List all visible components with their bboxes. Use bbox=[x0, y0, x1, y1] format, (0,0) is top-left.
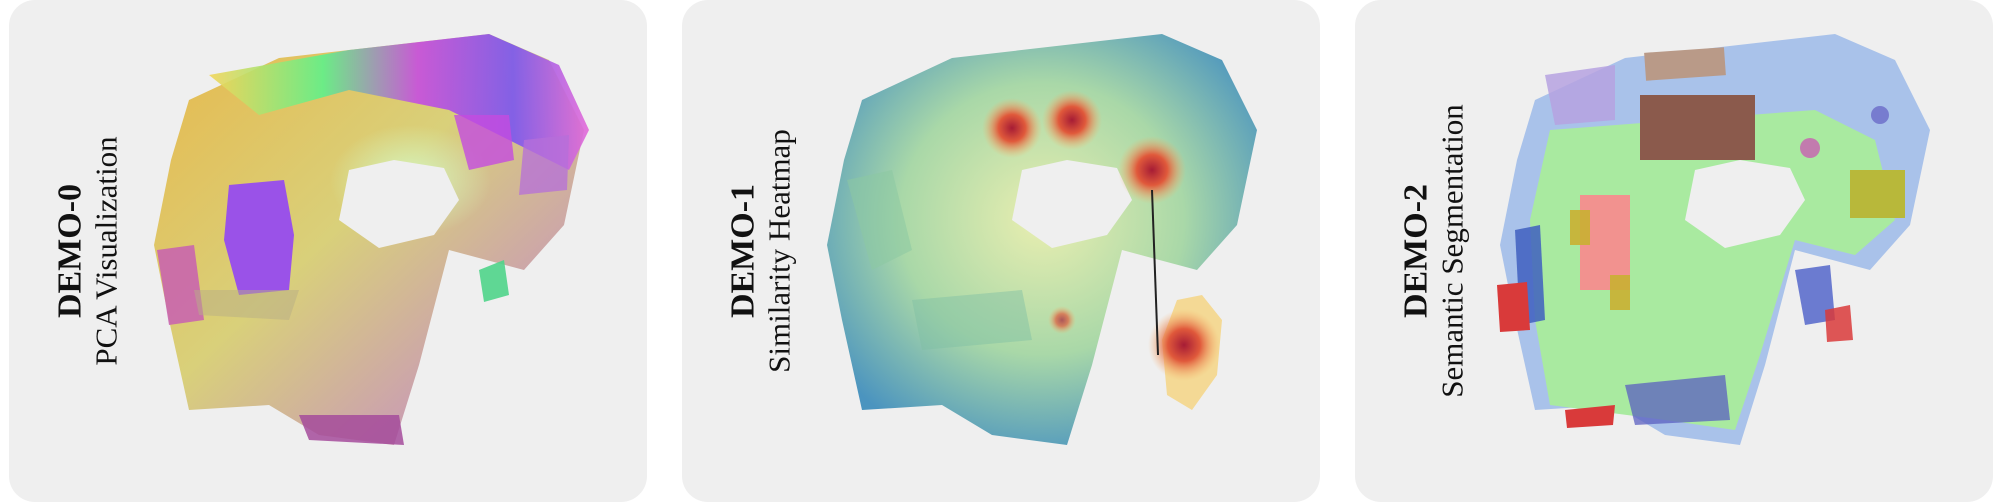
semantic-segmentation-image bbox=[1495, 20, 1975, 480]
demo-2-panel: DEMO-2 Semantic Segmentation bbox=[1355, 0, 1993, 502]
demo-1-caption: DEMO-1 Similarity Heatmap bbox=[706, 0, 816, 502]
similarity-heatmap-image bbox=[822, 20, 1302, 480]
demo-0-title: DEMO-0 bbox=[51, 183, 89, 319]
demo-2-caption: DEMO-2 Semantic Segmentation bbox=[1379, 0, 1489, 502]
pca-visualization-image bbox=[149, 20, 629, 480]
demo-0-caption: DEMO-0 PCA Visualization bbox=[33, 0, 143, 502]
demo-2-subtitle: Semantic Segmentation bbox=[1434, 104, 1470, 398]
demo-0-panel: DEMO-0 PCA Visualization bbox=[9, 0, 647, 502]
demo-1-subtitle: Similarity Heatmap bbox=[761, 129, 797, 373]
demo-1-panel: DEMO-1 Similarity Heatmap bbox=[682, 0, 1320, 502]
demo-1-title: DEMO-1 bbox=[724, 183, 762, 319]
demo-2-title: DEMO-2 bbox=[1397, 183, 1435, 319]
demo-0-subtitle: PCA Visualization bbox=[88, 136, 124, 366]
